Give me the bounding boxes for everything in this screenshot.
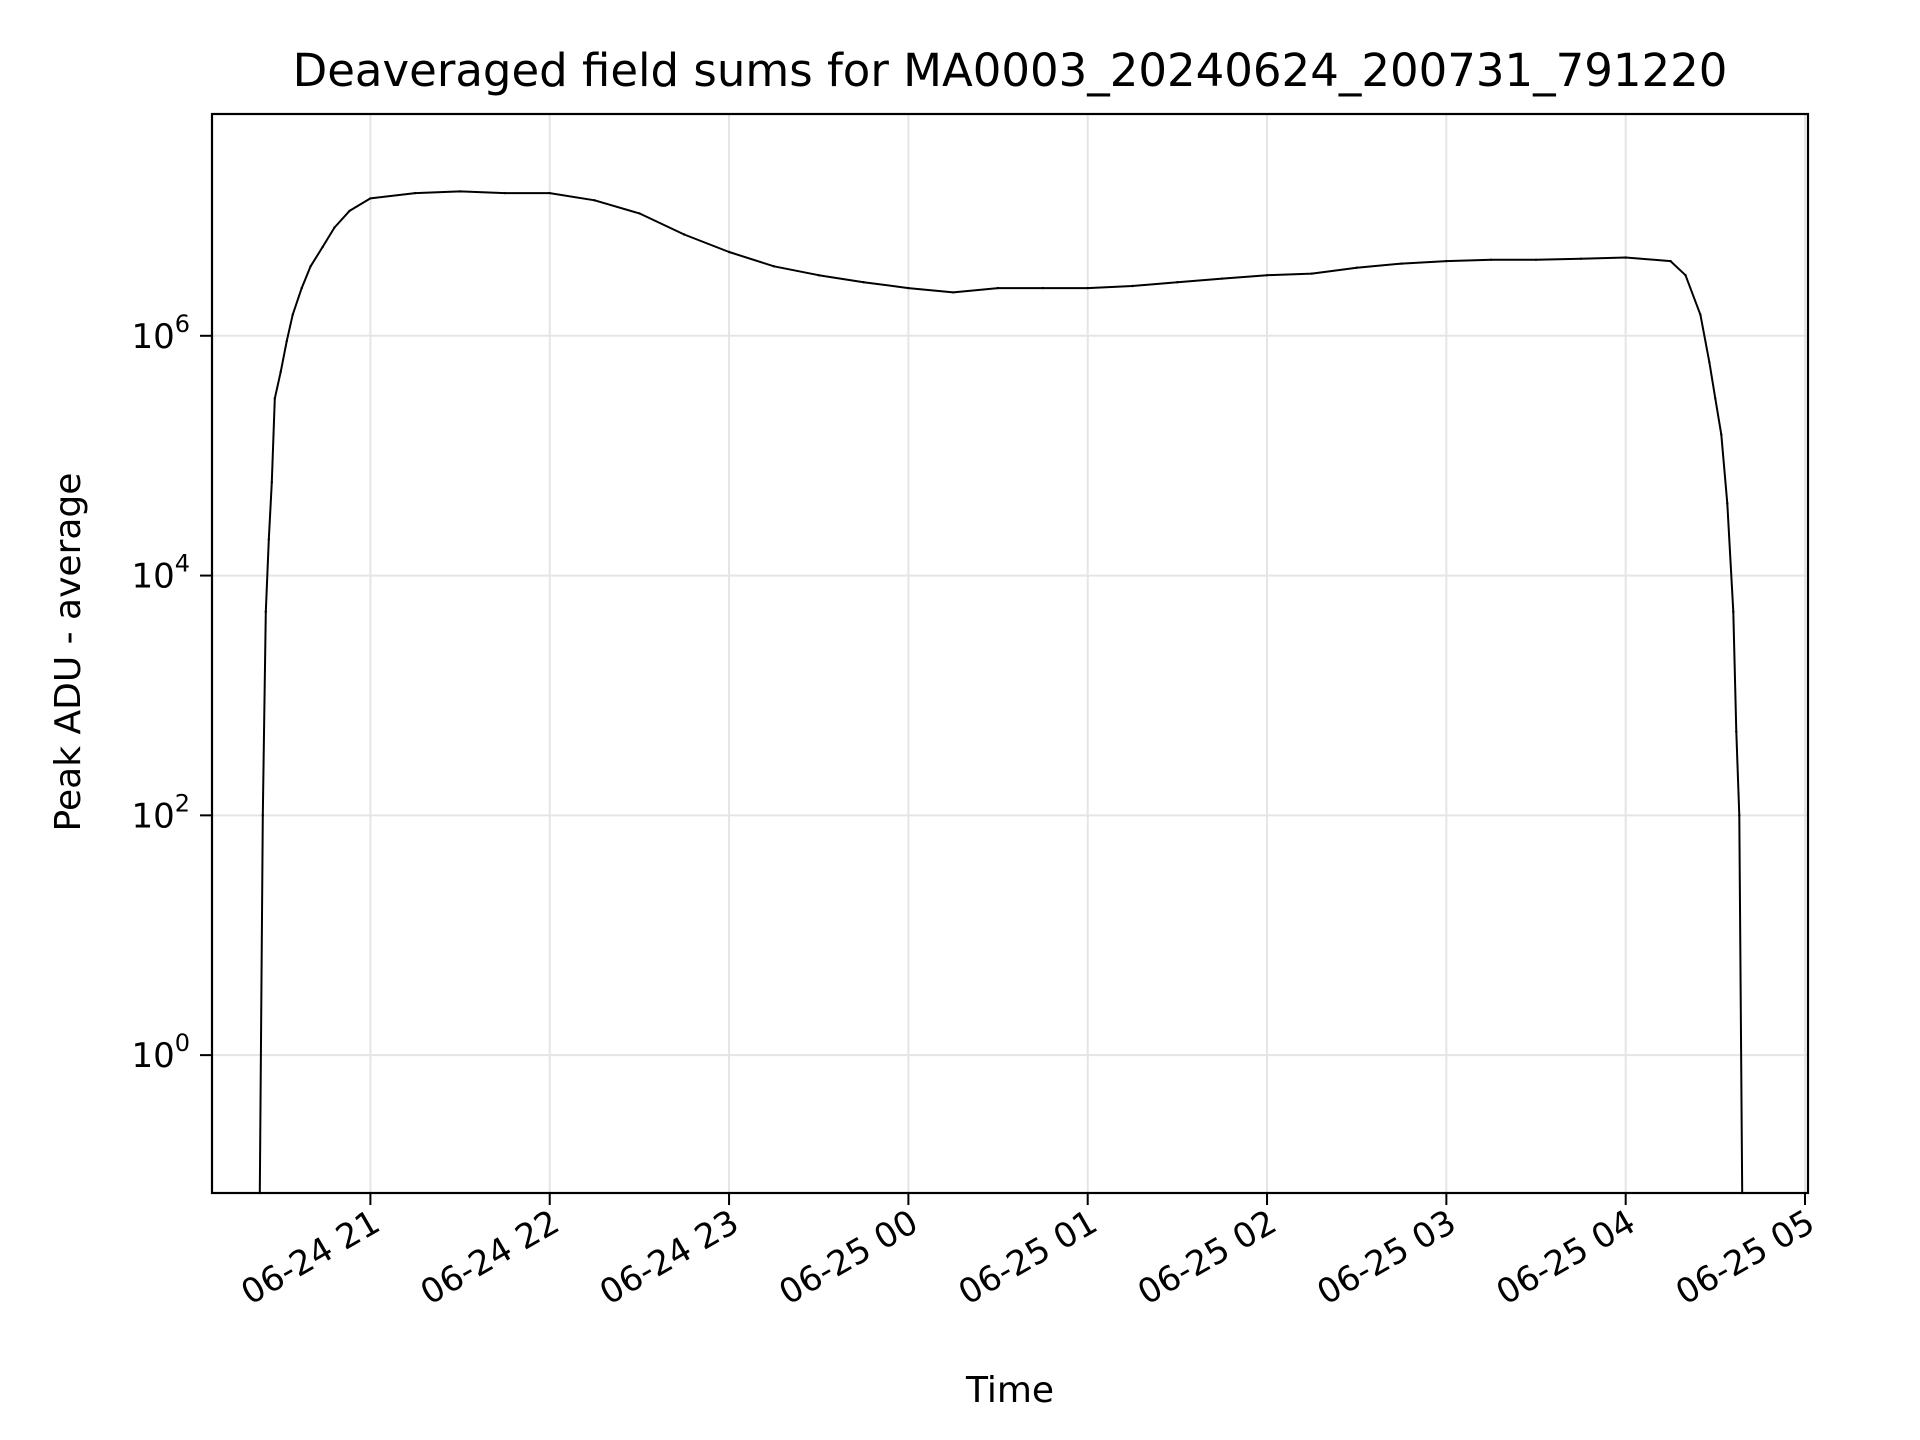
- data-point: [503, 191, 507, 195]
- data-point: [1732, 610, 1735, 613]
- data-point: [1714, 397, 1717, 400]
- data-point: [273, 397, 276, 400]
- data-point: [593, 199, 596, 202]
- data-point: [309, 265, 312, 268]
- y-axis: 100 102 104 106: [131, 310, 212, 1076]
- series-layer: [258, 190, 1744, 1195]
- data-point: [1684, 274, 1687, 277]
- data-point: [1131, 284, 1134, 288]
- data-point: [267, 538, 270, 541]
- data-point: [300, 286, 303, 290]
- data-point: [291, 313, 294, 316]
- data-point: [1400, 262, 1403, 265]
- data-point: [261, 814, 264, 817]
- data-point: [1708, 361, 1711, 364]
- y-tick-label: 102: [131, 789, 190, 836]
- data-point: [369, 197, 372, 200]
- data-point: [1265, 274, 1269, 277]
- data-point: [548, 191, 551, 195]
- data-point: [727, 250, 731, 254]
- chart-title: Deaveraged field sums for MA0003_2024062…: [293, 44, 1728, 97]
- plot-frame: [210, 112, 1810, 1195]
- data-point: [1534, 258, 1538, 261]
- data-point: [1490, 258, 1493, 261]
- data-point: [264, 610, 267, 613]
- data-point: [1176, 281, 1179, 284]
- data-point: [1699, 313, 1702, 316]
- data-point: [1579, 257, 1583, 260]
- data-point: [683, 233, 686, 236]
- y-tick-label: 100: [131, 1029, 190, 1076]
- y-axis-label: Peak ADU - average: [48, 473, 89, 832]
- data-point: [1445, 259, 1448, 263]
- data-point: [1669, 259, 1672, 263]
- data-point: [414, 191, 417, 195]
- data-point: [772, 265, 776, 268]
- data-point: [1720, 433, 1723, 436]
- data-point: [333, 226, 336, 229]
- data-point: [285, 340, 288, 343]
- data-point: [1726, 502, 1729, 505]
- data-point: [1086, 286, 1089, 290]
- data-point: [996, 286, 1000, 290]
- data-point: [817, 274, 820, 277]
- data-point: [1735, 730, 1738, 733]
- data-point: [279, 370, 282, 374]
- grid: [212, 114, 1808, 1193]
- data-point: [1041, 286, 1045, 290]
- data-point: [952, 291, 955, 294]
- data-point: [1355, 266, 1358, 269]
- series-line: [258, 190, 1744, 1194]
- data-point: [1624, 256, 1627, 259]
- data-point: [321, 245, 324, 249]
- data-point: [348, 209, 351, 213]
- data-point: [638, 212, 641, 215]
- x-axis-label: Time: [965, 1370, 1054, 1411]
- data-point: [862, 281, 865, 284]
- data-point: [1738, 814, 1741, 817]
- y-tick-label: 106: [131, 310, 190, 357]
- data-point: [907, 286, 910, 290]
- data-point: [1310, 272, 1314, 275]
- data-point: [270, 481, 273, 484]
- data-point: [1221, 277, 1224, 280]
- data-point: [458, 190, 462, 193]
- y-tick-label: 104: [131, 550, 190, 597]
